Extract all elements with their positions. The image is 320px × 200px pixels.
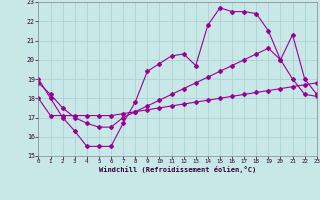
X-axis label: Windchill (Refroidissement éolien,°C): Windchill (Refroidissement éolien,°C) [99,166,256,173]
